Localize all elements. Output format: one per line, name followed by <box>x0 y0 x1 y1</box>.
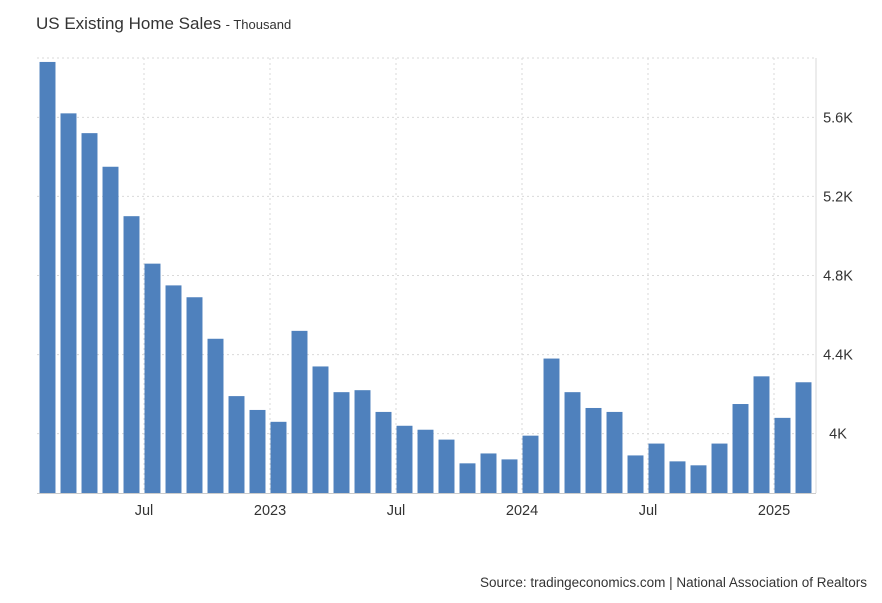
bar <box>795 382 812 493</box>
bar <box>522 435 539 493</box>
x-tick-label: 2023 <box>254 503 286 519</box>
bar <box>606 411 623 493</box>
bar <box>312 366 329 493</box>
bar <box>291 330 308 493</box>
source-attribution: Source: tradingeconomics.com | National … <box>480 575 867 590</box>
x-tick-label: 2024 <box>506 503 538 519</box>
bar <box>732 404 749 493</box>
bar <box>627 455 644 493</box>
bar <box>543 358 560 493</box>
bar <box>564 392 581 493</box>
bar <box>711 443 728 493</box>
y-tick-label: 4.8K <box>823 269 853 285</box>
bar <box>459 463 476 493</box>
x-tick-label: Jul <box>135 503 154 519</box>
chart-unit: - Thousand <box>225 17 292 32</box>
bar <box>501 459 518 493</box>
chart-title: US Existing Home Sales <box>36 14 222 33</box>
x-tick-label: 2025 <box>758 503 790 519</box>
bar <box>165 285 182 493</box>
bar <box>480 453 497 493</box>
bar <box>186 297 203 493</box>
bar <box>648 443 665 493</box>
bar <box>60 113 77 494</box>
bar <box>81 133 98 493</box>
bar <box>249 409 266 493</box>
bar <box>228 396 245 493</box>
y-tick-label: 5.6K <box>823 110 853 126</box>
bar <box>354 390 371 493</box>
bar <box>333 392 350 493</box>
bars <box>39 61 812 494</box>
bar <box>438 439 455 493</box>
bar <box>417 429 434 493</box>
bar <box>690 465 707 493</box>
bar <box>123 216 140 493</box>
x-tick-label: Jul <box>387 503 406 519</box>
bar <box>375 411 392 493</box>
bar <box>39 61 56 493</box>
chart-title-row: US Existing Home Sales - Thousand <box>36 14 291 34</box>
bar <box>270 421 287 493</box>
y-tick-label: 5.2K <box>823 189 853 205</box>
y-tick-label: 4K <box>829 427 847 443</box>
bar <box>774 417 791 493</box>
x-tick-label: Jul <box>639 503 658 519</box>
bar <box>753 376 770 493</box>
bar <box>102 166 119 493</box>
bar <box>144 263 161 493</box>
bar <box>396 425 413 493</box>
y-tick-label: 4.4K <box>823 348 853 364</box>
bar <box>669 461 686 493</box>
bar <box>585 407 602 493</box>
bar <box>207 338 224 493</box>
